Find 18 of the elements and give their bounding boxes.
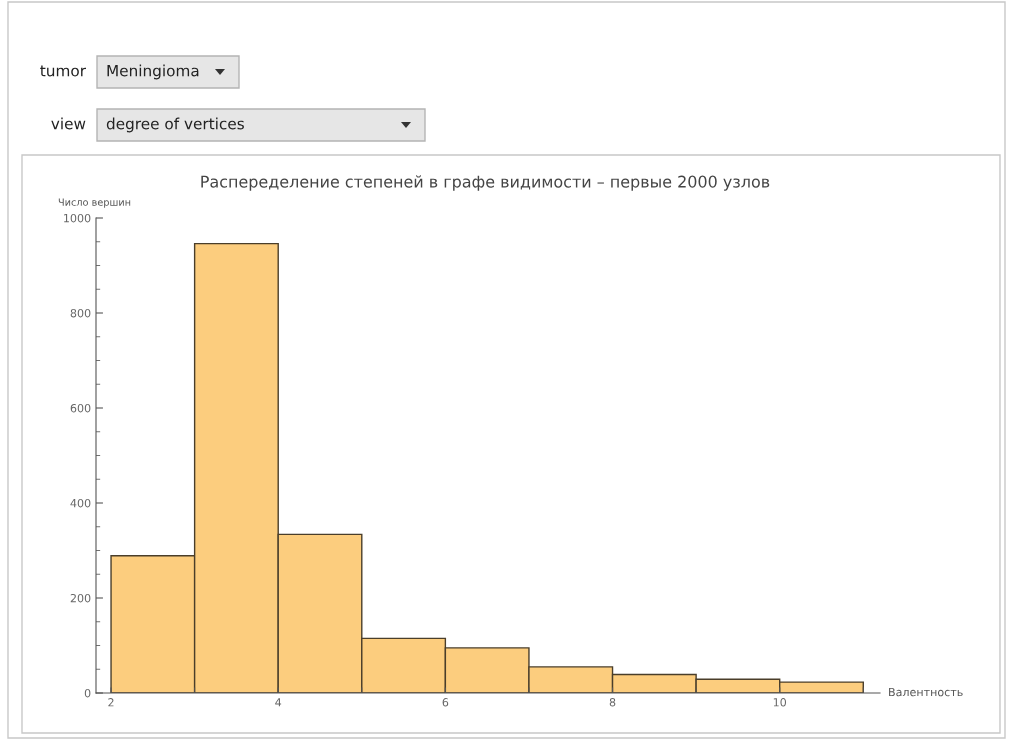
- y-tick-label: 400: [70, 498, 91, 508]
- x-tick-label: 6: [442, 698, 449, 707]
- y-tick-label: 600: [70, 403, 91, 413]
- text: tumor: [40, 65, 86, 77]
- x-tick-label: 2: [108, 698, 114, 707]
- y-tick-label: 0: [84, 688, 91, 698]
- y-tick-label: 800: [70, 308, 91, 318]
- x-tick-label: 8: [609, 698, 616, 707]
- y-tick-label: 1000: [64, 213, 91, 223]
- x-tick-label: 10: [773, 698, 787, 707]
- y-axis-title: Число вершин: [58, 198, 131, 208]
- y-tick-label: 200: [70, 593, 91, 603]
- x-tick-label: 4: [275, 698, 282, 707]
- text: view: [51, 117, 86, 130]
- x-axis-title: Валентность: [889, 687, 963, 697]
- text: degree of vertices: [106, 117, 244, 133]
- chart-title: Распеределение степеней в графе видимости – первые 2000 узлов: [201, 175, 770, 191]
- text: Meningioma: [107, 64, 199, 80]
